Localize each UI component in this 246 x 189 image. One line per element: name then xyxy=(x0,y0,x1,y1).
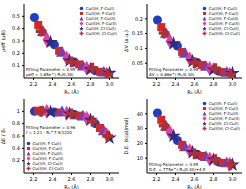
html-text:Fitting Parameter = 0.95: Fitting Parameter = 0.95 xyxy=(149,161,199,167)
svg-text:10: 10 xyxy=(137,154,143,160)
html-text:Fitting Parameter = 0.96: Fitting Parameter = 0.96 xyxy=(26,124,76,130)
html-text:Cu(I)H, Cl-Cu(I): Cu(I)H, Cl-Cu(I) xyxy=(208,120,239,126)
html-text:D.E. (kcal/mol): D.E. (kcal/mol) xyxy=(123,117,129,154)
svg-text:0.2: 0.2 xyxy=(12,157,20,163)
svg-text:0.5: 0.5 xyxy=(12,13,20,19)
svg-text:0.8: 0.8 xyxy=(12,120,20,126)
svg-text:2.8: 2.8 xyxy=(87,81,95,87)
svg-text:2.4: 2.4 xyxy=(49,81,57,87)
html-text:Cu(II)H, Cl-Cu(I): Cu(II)H, Cl-Cu(I) xyxy=(85,31,117,36)
svg-text:3.0: 3.0 xyxy=(229,175,237,181)
html-text:Cu(I)H, F-Cu(II): Cu(I)H, F-Cu(II) xyxy=(208,110,239,116)
svg-text:20: 20 xyxy=(137,140,143,146)
svg-text:0.1: 0.1 xyxy=(12,62,20,68)
svg-text:2.2: 2.2 xyxy=(30,175,38,181)
svg-text:1: 1 xyxy=(17,108,20,114)
svg-text:2.2: 2.2 xyxy=(153,175,161,181)
svg-text:2.8: 2.8 xyxy=(87,175,95,181)
html-text:Fitting Parameter = 0.95: Fitting Parameter = 0.95 xyxy=(149,67,199,72)
svg-text:30: 30 xyxy=(137,125,143,131)
html-text:Cu(II)H, F-Cu(II): Cu(II)H, F-Cu(II) xyxy=(85,21,117,26)
html-text:Cu(II)H, Cl-Cu(I): Cu(II)H, Cl-Cu(I) xyxy=(32,165,64,171)
html-text:Cu(II)H, F-Cu(II): Cu(II)H, F-Cu(II) xyxy=(208,115,240,121)
html-text:ΔV (a.u.): ΔV (a.u.) xyxy=(123,30,129,52)
html-text:Cu(I)H, F-Cu(I): Cu(I)H, F-Cu(I) xyxy=(85,6,115,11)
svg-text:0.3: 0.3 xyxy=(12,38,20,44)
svg-text:0.1: 0.1 xyxy=(135,45,143,51)
html-text:Cu(I)H, F-Cu(II): Cu(I)H, F-Cu(II) xyxy=(32,150,63,156)
html-text:Cu(I)H, F-Cu(I): Cu(I)H, F-Cu(I) xyxy=(208,6,238,11)
svg-text:0.05: 0.05 xyxy=(132,60,143,66)
html-text:Cu(I)H, Cl-Cu(I): Cu(I)H, Cl-Cu(I) xyxy=(208,26,239,31)
svg-text:2.2: 2.2 xyxy=(30,81,38,87)
html-text:Cu(II)H, F-Cu(I): Cu(II)H, F-Cu(I) xyxy=(208,11,239,16)
html-text:Cu(I)H, F-Cu(I): Cu(I)H, F-Cu(I) xyxy=(32,140,62,146)
svg-text:2.4: 2.4 xyxy=(49,175,57,181)
html-text:ΔV = 0.66e^(-R₁/0.30): ΔV = 0.66e^(-R₁/0.30) xyxy=(149,72,195,77)
html-text:Cu(II)H, F-Cu(I): Cu(II)H, F-Cu(I) xyxy=(32,145,63,151)
svg-text:2.2: 2.2 xyxy=(153,81,161,87)
html-text:Cu(I)H, F-Cu(II): Cu(I)H, F-Cu(II) xyxy=(85,16,116,21)
html-text:Cu(II)H, F-Cu(I): Cu(II)H, F-Cu(I) xyxy=(85,11,116,16)
svg-text:2.4: 2.4 xyxy=(172,175,180,181)
html-text:Cu(I)H, F-Cu(I): Cu(I)H, F-Cu(I) xyxy=(208,100,238,106)
html-text:D.E. = 775e^(-R₁/0.30)+4.5: D.E. = 775e^(-R₁/0.30)+4.5 xyxy=(149,166,206,172)
svg-text:0.15: 0.15 xyxy=(132,30,143,36)
html-text:ΔE / E₀: ΔE / E₀ xyxy=(0,127,6,144)
html-text:f = 1.21 - R₁^7.9/1220: f = 1.21 - R₁^7.9/1220 xyxy=(26,129,72,135)
svg-text:0.2: 0.2 xyxy=(12,50,20,56)
html-text:μeff (μB): μeff (μB) xyxy=(0,30,6,52)
svg-text:2.6: 2.6 xyxy=(68,81,76,87)
svg-text:40: 40 xyxy=(137,110,143,116)
html-text:Fitting Parameter = 0.95: Fitting Parameter = 0.95 xyxy=(26,67,76,72)
html-text:Cu(II)H, F-Cu(II): Cu(II)H, F-Cu(II) xyxy=(32,155,64,161)
svg-text:2.6: 2.6 xyxy=(68,175,76,181)
html-text:Cu(II)H, F-Cu(II): Cu(II)H, F-Cu(II) xyxy=(208,21,240,26)
svg-text:2.6: 2.6 xyxy=(191,81,199,87)
html-text:Cu(I)H, F-Cu(II): Cu(I)H, F-Cu(II) xyxy=(208,16,239,21)
svg-text:R₁ (Å): R₁ (Å) xyxy=(187,184,201,189)
html-text:Cu(I)H, Cl-Cu(I): Cu(I)H, Cl-Cu(I) xyxy=(85,26,116,31)
svg-text:3.0: 3.0 xyxy=(106,175,114,181)
svg-text:2.8: 2.8 xyxy=(210,81,218,87)
svg-text:R₁ (Å): R₁ (Å) xyxy=(64,89,78,94)
svg-text:0.4: 0.4 xyxy=(12,25,20,31)
svg-text:0.2: 0.2 xyxy=(135,16,143,22)
svg-text:R₁ (Å): R₁ (Å) xyxy=(64,184,78,189)
svg-text:R₁ (Å): R₁ (Å) xyxy=(187,89,201,94)
html-text:μeff = 1.65e^(-R₁/0.30): μeff = 1.65e^(-R₁/0.30) xyxy=(26,72,74,77)
svg-text:2.6: 2.6 xyxy=(191,175,199,181)
html-text:Cu(II)H, Cl-Cu(I): Cu(II)H, Cl-Cu(I) xyxy=(208,125,240,131)
svg-text:0.4: 0.4 xyxy=(12,145,20,151)
svg-text:0.6: 0.6 xyxy=(12,132,20,138)
html-text:Cu(I)H, Cl-Cu(I): Cu(I)H, Cl-Cu(I) xyxy=(32,160,63,166)
svg-text:3.0: 3.0 xyxy=(229,81,237,87)
svg-text:3.0: 3.0 xyxy=(106,81,114,87)
svg-text:2.4: 2.4 xyxy=(172,81,180,87)
html-text:Cu(II)H, F-Cu(I): Cu(II)H, F-Cu(I) xyxy=(208,105,239,111)
html-text:Cu(II)H, Cl-Cu(I): Cu(II)H, Cl-Cu(I) xyxy=(208,31,240,36)
svg-text:2.8: 2.8 xyxy=(210,175,218,181)
